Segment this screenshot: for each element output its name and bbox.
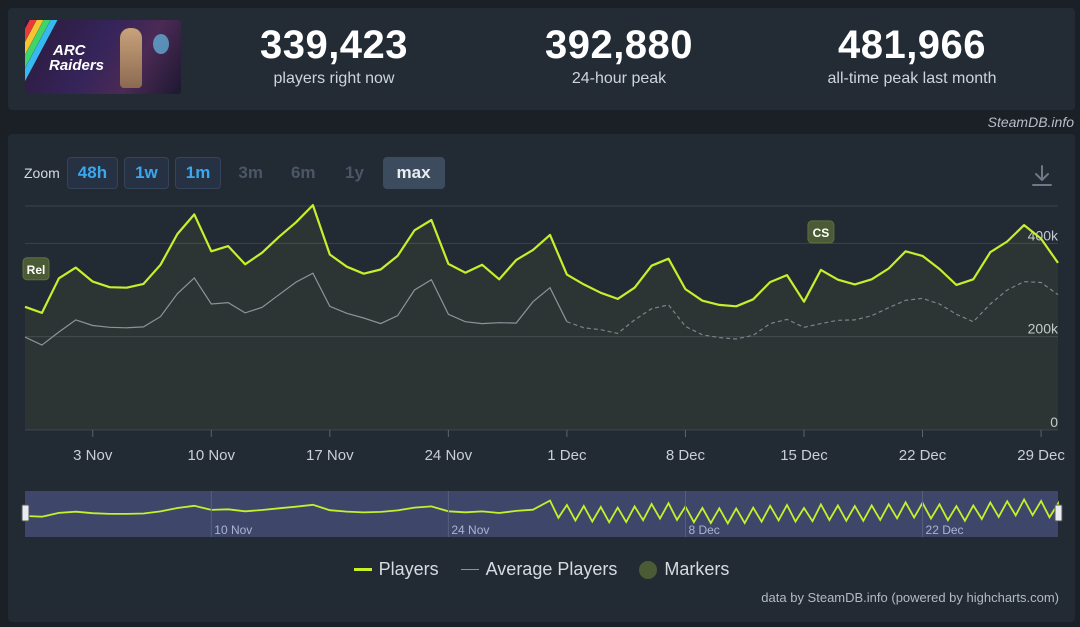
x-tick-label: 15 Dec [780,447,828,464]
stat-all-time-peak: 481,966 all-time peak last month [782,22,1042,88]
zoom-48h-button[interactable]: 48h [66,157,119,189]
players-area [25,205,1058,430]
navigator-tick-label: 8 Dec [688,523,719,537]
robot-figure [153,34,169,54]
legend-label: Markers [664,559,730,579]
legend-item-average[interactable]: Average Players [460,559,618,580]
chart-legend: Players Average Players Markers [8,559,1075,580]
navigator-series-line [24,497,1059,526]
marker-label: CS [813,226,830,240]
zoom-1m-button[interactable]: 1m [174,157,222,189]
game-thumbnail[interactable]: ARC Raiders [25,20,181,94]
x-tick-label: 10 Nov [188,447,236,464]
navigator-right-handle[interactable] [1054,504,1063,522]
logo-line-1: ARC [53,42,86,59]
y-tick-label: 400k [1028,227,1059,243]
legend-swatch [353,568,372,571]
x-tick-label: 24 Nov [425,447,473,464]
x-tick-label: 17 Nov [306,447,354,464]
chart-card: 0 200k 400k 3 Nov 10 Nov 17 Nov 24 Nov 1 Dec 8 D… [8,134,1075,622]
legend-item-markers[interactable]: Markers [639,559,729,580]
average-players-line-dashed [566,280,1059,340]
navigator-tick-label: 24 Nov [451,523,489,537]
zoom-controls: Zoom 48h 1w 1m 3m 6m 1y max [24,157,451,189]
players-line [24,203,1059,314]
marker-flag [807,220,835,244]
zoom-3m-button: 3m [238,163,263,182]
marker-label: Rel [27,263,46,277]
x-tick-label: 22 Dec [899,447,947,464]
stats-header: ARC Raiders 339,423 players right now 39… [8,8,1075,110]
navigator-tick-label: 10 Nov [214,523,252,537]
marker-flag [22,257,50,281]
stat-value: 481,966 [837,23,987,67]
navigator-left-handle[interactable] [21,504,30,522]
x-tick-label: 8 Dec [666,447,706,464]
stat-label: all-time peak last month [827,70,997,87]
marker-cs: CS [807,220,835,244]
average-players-line [24,272,568,346]
character-figure [120,28,142,88]
zoom-1w-button[interactable]: 1w [124,157,169,189]
y-tick-label: 0 [1050,414,1058,430]
y-tick-label: 200k [1028,321,1059,337]
legend-label: Average Players [485,559,618,579]
stat-value: 339,423 [259,23,409,67]
x-tick-label: 3 Nov [73,447,113,464]
steamdb-credit[interactable]: SteamDB.info [987,114,1074,130]
zoom-6m-button: 6m [290,163,316,182]
legend-swatch [639,560,658,579]
handle-grip [1054,504,1063,522]
stat-label: players right now [273,70,395,87]
x-tick-label: 1 Dec [547,447,587,464]
stat-label: 24-hour peak [571,70,667,87]
legend-label: Players [378,559,439,579]
handle-grip [21,504,30,522]
highcharts-credit[interactable]: data by SteamDB.info (powered by highcha… [761,590,1059,605]
marker-rel: Rel [22,257,50,281]
stat-24h-peak: 392,880 24-hour peak [489,22,749,88]
zoom-max-button[interactable]: max [382,157,445,189]
zoom-label: Zoom [24,165,60,181]
stat-players-now: 339,423 players right now [204,22,464,88]
legend-swatch [460,569,479,570]
navigator-tick-label: 22 Dec [926,523,964,537]
legend-item-players[interactable]: Players [353,559,439,580]
download-icon[interactable] [1031,164,1053,188]
navigator-window [25,491,1058,537]
player-chart: 0 200k 400k 3 Nov 10 Nov 17 Nov 24 Nov 1 Dec 8 D… [21,203,1065,537]
x-tick-label: 29 Dec [1017,447,1065,464]
logo-line-2: Raiders [49,57,105,74]
stat-value: 392,880 [544,23,694,67]
zoom-1y-button: 1y [345,163,364,182]
